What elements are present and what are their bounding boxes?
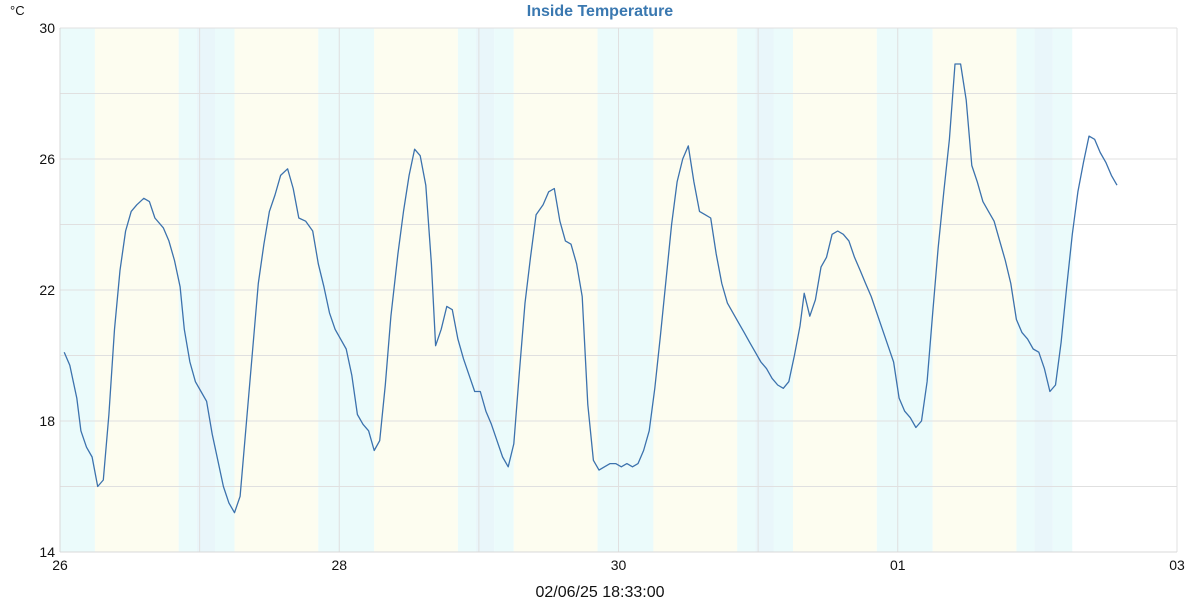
series-layer (63, 63, 1118, 514)
grid-lines (59, 27, 1178, 553)
y-tick-labels: 14 18 22 26 30 (39, 20, 55, 560)
y-axis-unit: °C (10, 3, 25, 18)
y-tick-label-14: 14 (39, 544, 55, 560)
series-line-0 (63, 63, 1118, 514)
x-tick-label-28: 28 (331, 557, 347, 573)
x-tick-label-03: 03 (1169, 557, 1185, 573)
x-tick-label-01: 01 (890, 557, 906, 573)
y-tick-label-26: 26 (39, 151, 55, 167)
y-tick-label-22: 22 (39, 282, 55, 298)
y-tick-label-18: 18 (39, 413, 55, 429)
chart-title: Inside Temperature (526, 3, 674, 20)
x-tick-labels: 26 28 30 01 03 (52, 557, 1185, 573)
x-tick-label-26: 26 (52, 557, 68, 573)
x-tick-label-30: 30 (611, 557, 627, 573)
y-tick-label-30: 30 (39, 20, 55, 36)
footer-timestamp: 02/06/25 18:33:00 (535, 584, 665, 600)
axes (59, 28, 1177, 553)
